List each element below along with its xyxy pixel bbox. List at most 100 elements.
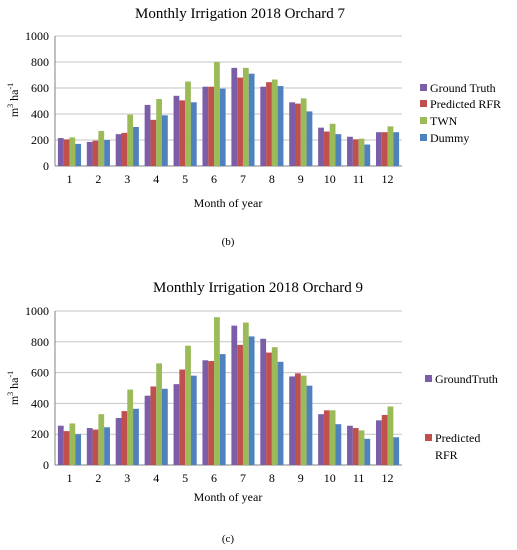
bar [92, 140, 99, 166]
legend-swatch [420, 100, 427, 107]
x-tick-label: 2 [95, 172, 101, 186]
bar [271, 347, 278, 465]
bar [381, 132, 388, 166]
legend-label: Ground Truth [430, 81, 496, 95]
bar [335, 134, 342, 166]
bar [237, 77, 243, 166]
bar [202, 86, 209, 166]
bar [352, 428, 359, 465]
chart-title: Monthly Irrigation 2018 Orchard 9 [153, 280, 363, 296]
bar [364, 144, 371, 166]
x-tick-label: 10 [324, 471, 336, 485]
x-tick-label: 8 [269, 172, 275, 186]
bar [277, 361, 284, 465]
bars [57, 62, 400, 166]
bar [242, 322, 249, 465]
y-tick-labels: 0 200 400 600 800 1000 [25, 304, 49, 472]
bar [237, 344, 243, 465]
x-tick-label: 5 [182, 471, 188, 485]
y-axis-label: m3 ha-1 [6, 371, 21, 405]
bar [289, 376, 296, 465]
bar [248, 336, 255, 465]
bar [260, 338, 267, 465]
bar [358, 430, 365, 465]
legend-label: RFR [435, 448, 458, 462]
x-tick-label: 3 [124, 172, 130, 186]
y-tick-label: 1000 [25, 29, 49, 43]
x-tick-label: 12 [382, 172, 394, 186]
x-axis-label: Month of year [194, 490, 263, 504]
bar [144, 104, 151, 166]
bar [86, 141, 93, 166]
legend-label: GroundTruth [435, 372, 498, 386]
y-tick-label: 1000 [25, 304, 49, 318]
x-tick-label: 10 [324, 172, 336, 186]
bar [115, 134, 122, 166]
legend: Ground Truth Predicted RFR TWN Dummy [420, 81, 501, 145]
bar [266, 352, 272, 465]
bar [214, 62, 220, 166]
bar [364, 438, 371, 465]
bar [318, 414, 324, 465]
bar [260, 86, 267, 166]
legend-label: Dummy [430, 131, 469, 145]
chart-orchard-9: Monthly Irrigation 2018 Orchard 9 020040… [6, 280, 498, 545]
bar [231, 67, 238, 166]
bar [133, 127, 139, 166]
gridlines [54, 310, 402, 466]
y-tick-label: 600 [31, 366, 49, 380]
bar [393, 437, 400, 465]
bar [231, 325, 238, 465]
figure-caption: (c) [222, 533, 235, 545]
bar [63, 139, 70, 166]
bar [306, 385, 313, 465]
bar [150, 386, 157, 465]
x-tick-label: 3 [124, 471, 130, 485]
bar [69, 423, 76, 465]
x-tick-label: 1 [66, 471, 72, 485]
bar [127, 114, 134, 166]
bar [161, 115, 168, 166]
x-tick-label: 7 [240, 471, 246, 485]
x-tick-label: 9 [298, 172, 304, 186]
bar [127, 389, 134, 465]
bar [335, 424, 342, 465]
legend-label: Predicted RFR [430, 97, 501, 111]
bar [104, 140, 110, 166]
x-tick-labels: 1 2 3 4 5 6 7 8 9 10 11 12 [66, 471, 393, 485]
bar [92, 429, 99, 465]
bar [121, 411, 128, 465]
x-tick-labels: 1 2 3 4 5 6 7 8 9 10 11 12 [66, 172, 393, 186]
y-tick-label: 0 [43, 159, 49, 173]
bar [185, 345, 191, 465]
bar [75, 434, 82, 465]
bar [289, 102, 296, 166]
x-tick-label: 7 [240, 172, 246, 186]
legend-swatch [425, 434, 432, 441]
x-tick-label: 4 [153, 172, 159, 186]
bar [190, 102, 197, 166]
x-tick-label: 1 [66, 172, 72, 186]
bar [208, 361, 215, 465]
x-axis-label: Month of year [194, 196, 263, 210]
bar [156, 99, 162, 166]
bar [358, 138, 365, 166]
x-tick-label: 6 [211, 172, 217, 186]
x-tick-label: 6 [211, 471, 217, 485]
y-tick-label: 200 [31, 427, 49, 441]
bar [266, 82, 272, 166]
y-tick-label: 800 [31, 55, 49, 69]
gridlines [54, 35, 402, 167]
bar [156, 363, 162, 465]
bar [63, 431, 70, 465]
bar [57, 138, 64, 166]
bar [347, 425, 353, 465]
bar [323, 131, 330, 166]
bar [179, 100, 186, 166]
bar [295, 373, 301, 465]
bar [202, 360, 209, 465]
bar [57, 425, 64, 465]
bar [318, 127, 324, 166]
legend-label: Predicted [435, 431, 480, 445]
